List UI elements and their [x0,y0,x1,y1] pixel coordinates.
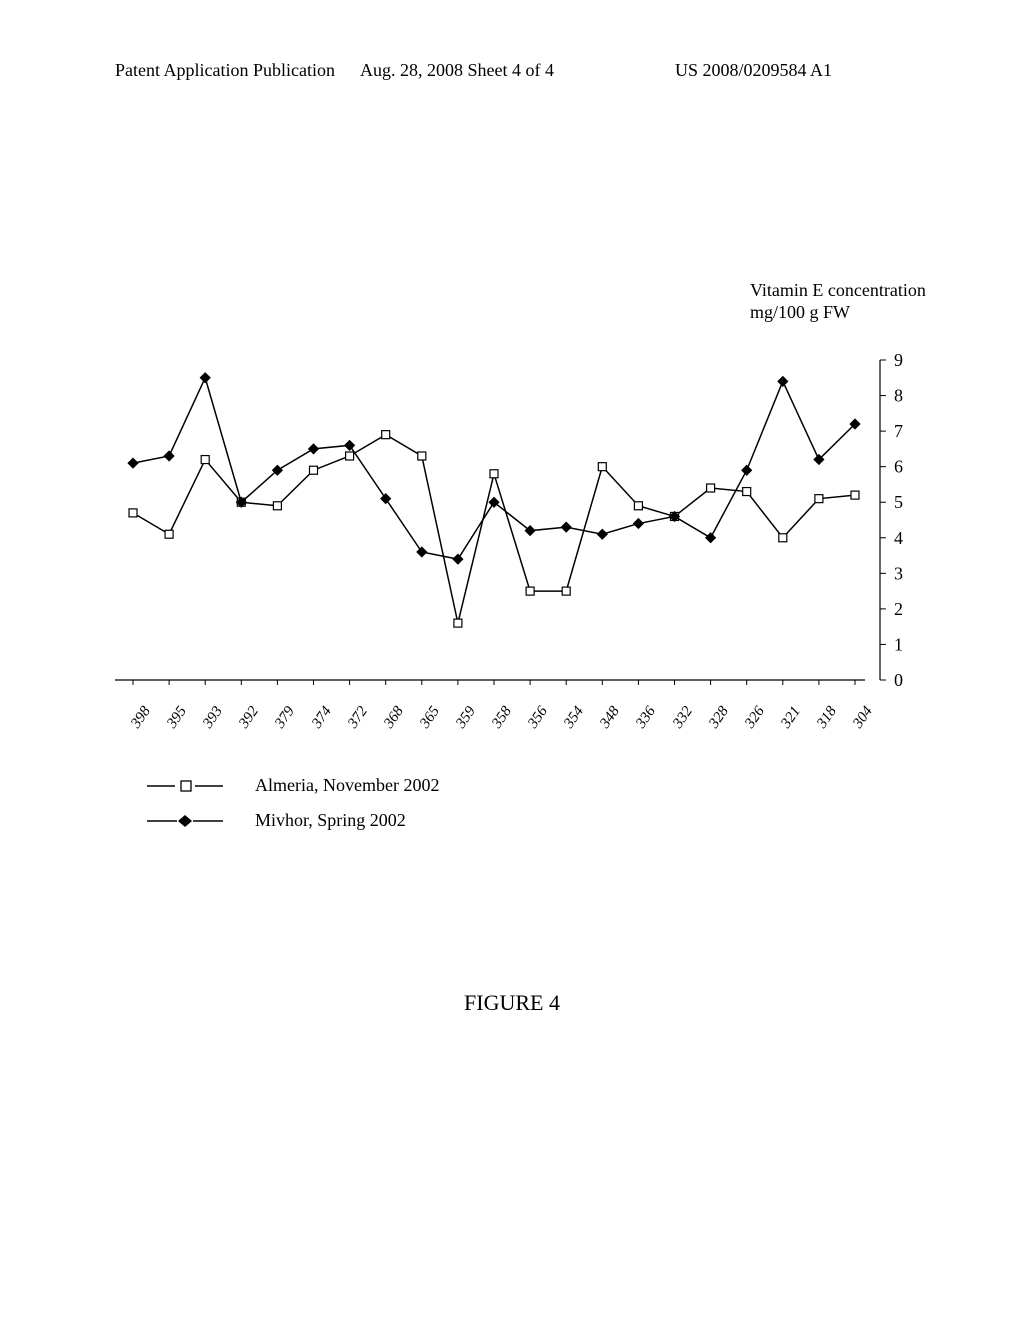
legend-row-mivhor: Mivhor, Spring 2002 [145,810,439,831]
svg-text:1: 1 [894,634,903,654]
header-center: Aug. 28, 2008 Sheet 4 of 4 [360,60,554,81]
legend-swatch-diamond [145,812,225,830]
legend-row-almeria: Almeria, November 2002 [145,775,439,796]
svg-text:7: 7 [894,421,903,441]
x-tick-label: 318 [814,704,841,732]
x-tick-label: 326 [742,704,769,732]
svg-text:2: 2 [894,599,903,619]
svg-text:6: 6 [894,457,903,477]
svg-text:9: 9 [894,350,903,370]
x-tick-label: 328 [706,704,733,732]
x-tick-label: 393 [200,704,227,732]
svg-text:0: 0 [894,670,903,690]
x-tick-label: 365 [417,704,444,732]
legend-label-mivhor: Mivhor, Spring 2002 [255,810,406,831]
x-tick-label: 332 [670,704,697,732]
x-tick-label: 321 [778,704,805,732]
x-tick-label: 392 [236,704,263,732]
x-tick-label: 354 [561,704,588,732]
legend-swatch-square [145,777,225,795]
chart-plot-area: 0 1 2 3 4 5 6 7 8 9 [115,350,915,730]
x-tick-label: 374 [309,704,336,732]
legend-label-almeria: Almeria, November 2002 [255,775,439,796]
x-tick-label: 359 [453,704,480,732]
svg-text:3: 3 [894,563,903,583]
x-tick-label: 372 [345,704,372,732]
x-tick-label: 356 [525,704,552,732]
x-tick-label: 348 [597,704,624,732]
chart-svg: 0 1 2 3 4 5 6 7 8 9 [115,350,915,730]
x-tick-label: 304 [850,704,877,732]
chart-legend: Almeria, November 2002 Mivhor, Spring 20… [145,775,439,845]
svg-text:8: 8 [894,386,903,406]
x-tick-label: 379 [272,704,299,732]
header-left: Patent Application Publication [115,60,335,81]
y-axis-label: Vitamin E concentration mg/100 g FW [750,280,926,323]
x-tick-label: 336 [633,704,660,732]
x-tick-label: 398 [128,704,155,732]
header-right: US 2008/0209584 A1 [675,60,832,81]
x-tick-label: 368 [381,704,408,732]
x-tick-label: 395 [164,704,191,732]
svg-text:4: 4 [894,528,903,548]
ylabel-line-2: mg/100 g FW [750,302,926,324]
x-tick-label: 358 [489,704,516,732]
x-tick-row: 398 395 393 392 379 374 372 368 365 359 358 356 354 3… [115,700,915,740]
ylabel-line-1: Vitamin E concentration [750,280,926,302]
figure-caption: FIGURE 4 [0,990,1024,1016]
svg-text:5: 5 [894,492,903,512]
